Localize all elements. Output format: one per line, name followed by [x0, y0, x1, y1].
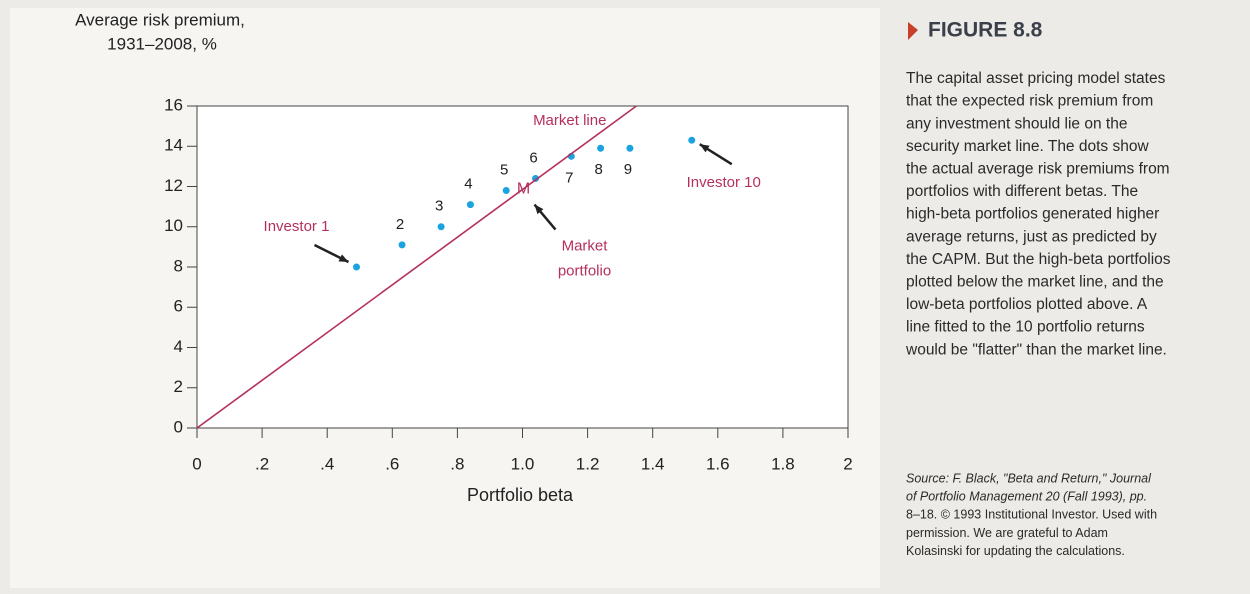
caption-line: would be "flatter" than the market line. — [905, 341, 1167, 358]
source-line: 8–18. © 1993 Institutional Investor. Use… — [906, 508, 1157, 522]
market-line-label: Market line — [533, 112, 606, 129]
x-tick-label: 1.4 — [641, 454, 665, 473]
figure-heading: FIGURE 8.8 — [928, 19, 1043, 42]
source-line: of Portfolio Management 20 (Fall 1993), … — [906, 489, 1147, 503]
arrow-head — [534, 204, 544, 215]
portfolio-label: 8 — [594, 161, 602, 178]
portfolio-dot — [597, 144, 605, 152]
source-line: Kolasinski for updating the calculations… — [906, 544, 1125, 558]
caption-line: low-beta portfolios plotted above. A — [906, 296, 1148, 313]
x-tick-label: .4 — [320, 454, 334, 473]
y-tick-label: 4 — [174, 337, 183, 356]
market-portfolio-label: Market — [562, 237, 609, 254]
source-line: Source: F. Black, "Beta and Return," Jou… — [906, 471, 1152, 485]
portfolio-label: 4 — [464, 176, 472, 193]
y-tick-label: 10 — [164, 216, 183, 235]
investor-label: Investor 1 — [264, 218, 330, 235]
x-tick-label: 1.8 — [771, 454, 795, 473]
source-line: permission. We are grateful to Adam — [906, 526, 1108, 540]
y-axis-label: Average risk premium, — [75, 10, 245, 29]
market-line — [196, 105, 637, 429]
x-tick-label: 0 — [192, 454, 201, 473]
x-tick-label: 1.0 — [511, 454, 535, 473]
market-portfolio-marker: M — [517, 181, 530, 198]
caption-line: portfolios with different betas. The — [906, 183, 1138, 200]
y-tick-label: 6 — [174, 297, 183, 316]
y-tick-label: 12 — [164, 176, 183, 195]
caption-line: security market line. The dots show — [906, 138, 1149, 155]
caption-line: the actual average risk premiums from — [906, 160, 1170, 177]
portfolio-dot — [398, 241, 406, 249]
portfolio-dot — [437, 223, 445, 231]
heading-marker — [908, 22, 918, 40]
portfolio-dot — [502, 187, 510, 195]
portfolio-dot — [626, 144, 634, 152]
plot-area — [196, 105, 849, 429]
arrow-head — [699, 144, 710, 153]
caption-line: high-beta portfolios generated higher — [906, 206, 1159, 223]
market-portfolio-label: portfolio — [558, 262, 611, 279]
x-tick-label: 1.6 — [706, 454, 730, 473]
caption-line: any investment should lie on the — [906, 115, 1127, 132]
portfolio-dot — [688, 136, 696, 144]
x-tick-label: .8 — [450, 454, 464, 473]
portfolio-dot — [352, 263, 360, 271]
caption-line: line fitted to the 10 portfolio returns — [906, 319, 1145, 336]
y-tick-label: 16 — [164, 95, 183, 114]
x-tick-label: .2 — [255, 454, 269, 473]
portfolio-label: 3 — [435, 198, 443, 215]
y-tick-label: 14 — [164, 136, 183, 155]
caption-line: The capital asset pricing model states — [906, 70, 1166, 87]
portfolio-label: 7 — [565, 169, 573, 186]
portfolio-label: 2 — [396, 216, 404, 233]
portfolio-dot — [532, 174, 540, 182]
portfolio-dot — [466, 201, 474, 209]
caption-line: average returns, just as predicted by — [906, 228, 1157, 245]
portfolio-label: 9 — [624, 161, 632, 178]
portfolio-label: 6 — [529, 149, 537, 166]
investor-label: Investor 10 — [687, 174, 761, 191]
caption-line: that the expected risk premium from — [906, 93, 1153, 110]
arrow-head — [338, 254, 349, 262]
y-tick-label: 0 — [174, 417, 183, 436]
x-axis-label: Portfolio beta — [467, 485, 574, 505]
caption-line: the CAPM. But the high-beta portfolios — [906, 251, 1171, 268]
x-tick-label: 1.2 — [576, 454, 600, 473]
caption-line: plotted below the market line, and the — [906, 273, 1164, 290]
x-tick-label: 2 — [843, 454, 852, 473]
y-axis-label: 1931–2008, % — [107, 34, 217, 53]
portfolio-label: 5 — [500, 161, 508, 178]
y-tick-label: 2 — [174, 377, 183, 396]
x-tick-label: .6 — [385, 454, 399, 473]
y-tick-label: 8 — [174, 256, 183, 275]
